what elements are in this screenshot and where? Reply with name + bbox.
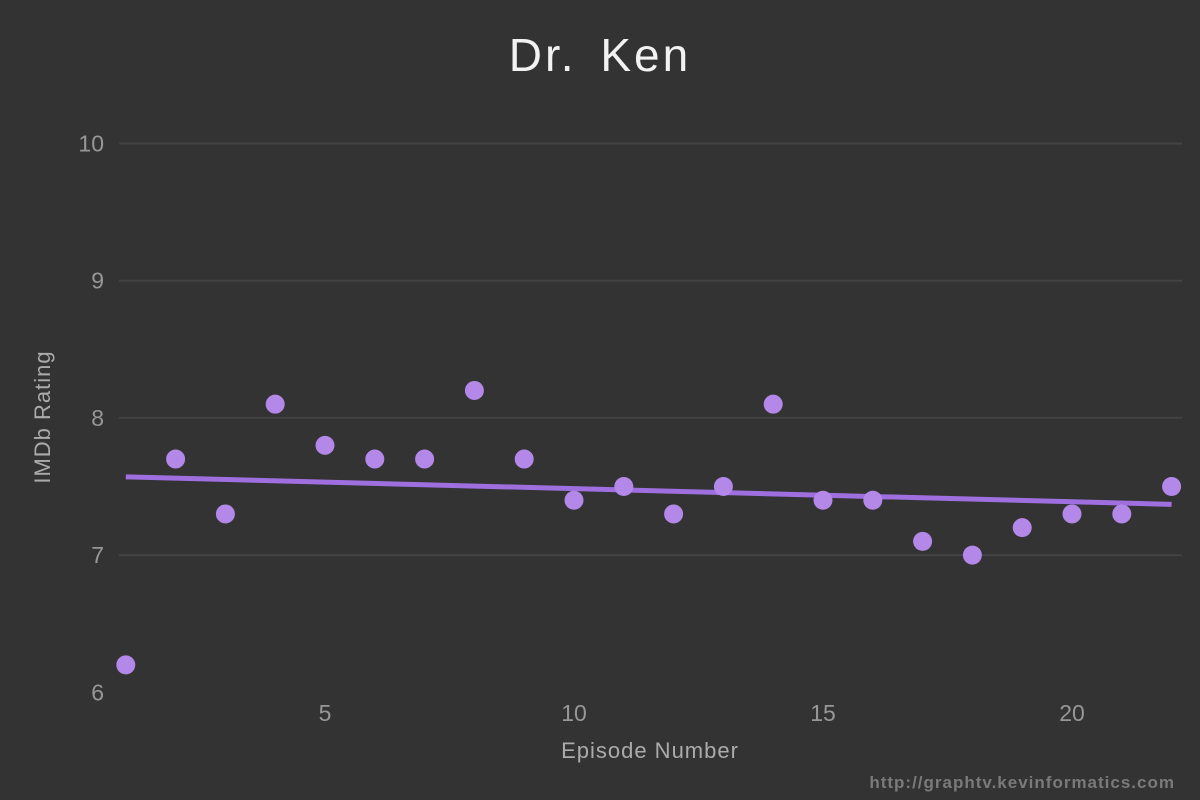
episode-point[interactable] [1112, 504, 1132, 524]
episode-point[interactable] [265, 394, 285, 414]
episode-point[interactable] [315, 435, 335, 455]
x-tick-label: 10 [561, 700, 587, 726]
x-tick-label: 20 [1059, 700, 1085, 726]
episode-point[interactable] [415, 449, 435, 469]
x-axis-title: Episode Number [561, 738, 739, 763]
trend-line [125, 474, 1172, 507]
x-tick-label: 15 [810, 700, 836, 726]
episode-point[interactable] [813, 490, 833, 510]
episode-point[interactable] [664, 504, 684, 524]
episode-point[interactable] [1162, 477, 1182, 496]
episode-point[interactable] [215, 504, 235, 524]
episode-point[interactable] [166, 449, 186, 469]
episode-point[interactable] [614, 477, 634, 496]
site-url-watermark: http://graphtv.kevinformatics.com [869, 773, 1175, 792]
episode-point[interactable] [514, 449, 534, 469]
episode-point[interactable] [564, 490, 584, 510]
y-tick-label: 6 [91, 679, 104, 705]
episode-point[interactable] [464, 380, 484, 400]
y-tick-label: 10 [78, 131, 104, 157]
episode-point[interactable] [713, 477, 733, 496]
episode-point[interactable] [962, 545, 982, 565]
y-tick-label: 7 [91, 542, 104, 568]
episode-point[interactable] [116, 655, 136, 675]
episode-point[interactable] [763, 394, 783, 414]
y-tick-label: 9 [91, 268, 104, 294]
x-tick-label: 5 [319, 700, 332, 726]
episode-point[interactable] [365, 449, 385, 469]
episode-point[interactable] [863, 490, 883, 510]
chart-title: Dr. Ken [508, 29, 692, 81]
episode-point[interactable] [913, 531, 933, 551]
y-tick-label: 8 [91, 405, 104, 431]
episode-point[interactable] [1012, 518, 1032, 538]
episode-point[interactable] [1062, 504, 1082, 524]
